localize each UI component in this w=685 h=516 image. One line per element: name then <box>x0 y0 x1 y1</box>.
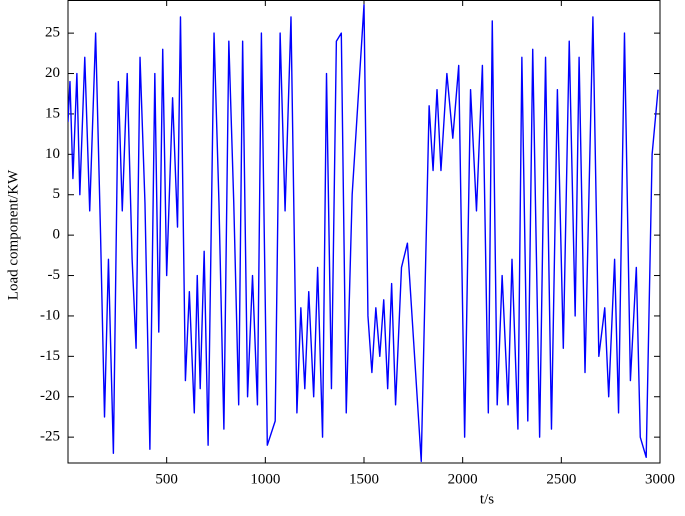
y-tick-label: -20 <box>40 388 60 404</box>
y-tick-label: 15 <box>45 105 60 121</box>
y-tick-label: -25 <box>40 429 60 445</box>
data-line <box>68 4 659 463</box>
x-tick-label: 1000 <box>250 471 280 487</box>
x-tick-label: 3000 <box>645 471 675 487</box>
x-tick-label: 500 <box>155 471 178 487</box>
y-tick-label: -10 <box>40 307 60 323</box>
y-tick-label: 10 <box>45 146 60 162</box>
y-tick-label: 5 <box>53 186 61 202</box>
x-tick-label: 1500 <box>349 471 379 487</box>
y-tick-label: -5 <box>48 267 61 283</box>
y-tick-label: 25 <box>45 25 60 41</box>
y-axis-label: Load component/KW <box>5 169 21 300</box>
y-tick-label: -15 <box>40 348 60 364</box>
y-tick-label: 20 <box>45 65 60 81</box>
x-axis-label: t/s <box>480 491 494 507</box>
x-tick-label: 2500 <box>546 471 576 487</box>
x-tick-label: 2000 <box>448 471 478 487</box>
y-tick-label: 0 <box>53 227 61 243</box>
